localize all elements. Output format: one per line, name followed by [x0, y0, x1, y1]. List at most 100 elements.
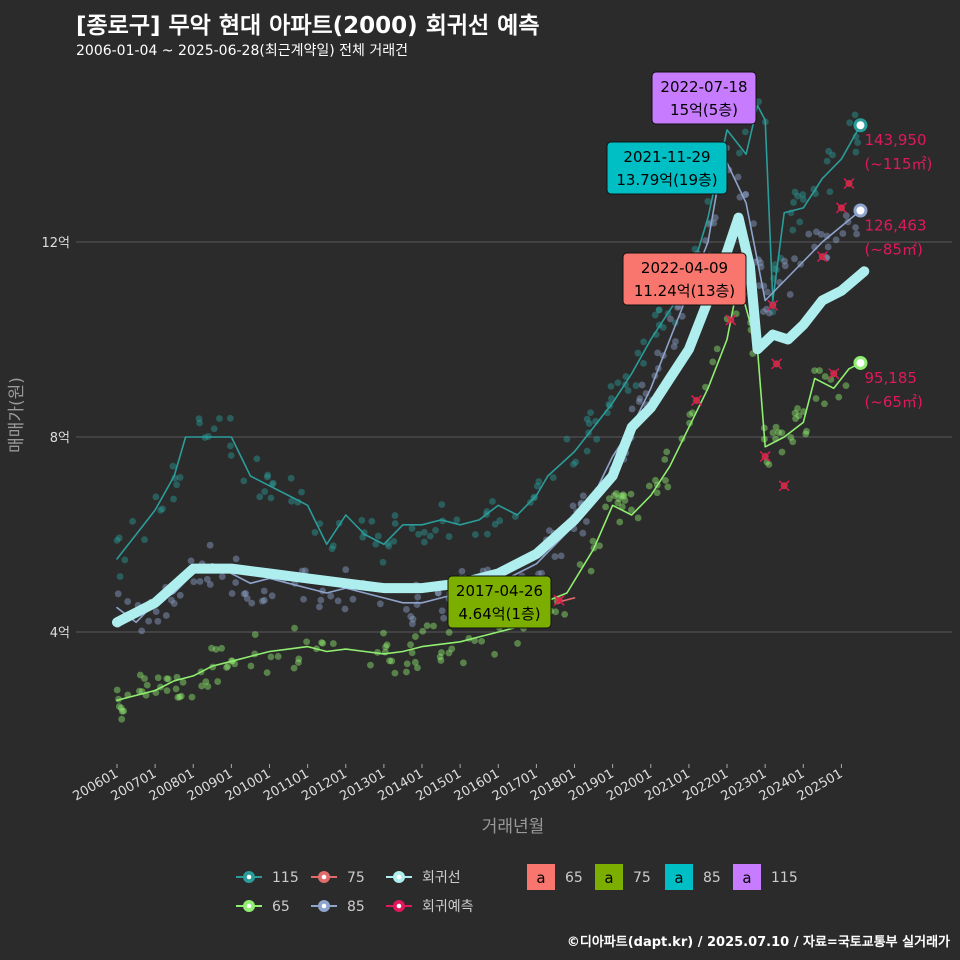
forecast-cross — [843, 177, 855, 190]
transaction-dot — [635, 398, 643, 405]
transaction-dot — [853, 230, 861, 238]
transaction-dot — [327, 592, 335, 600]
transaction-dot — [212, 645, 220, 653]
transaction-dot — [852, 224, 859, 231]
source-footer: ©디아파트(dapt.kr) / 2025.07.10 / 자료=국토교통부 실… — [566, 935, 950, 950]
transaction-dot — [535, 478, 543, 485]
transaction-dot — [190, 578, 198, 586]
transaction-dot — [627, 490, 635, 498]
transaction-dot — [811, 367, 818, 375]
legend-line-85-label: 85 — [347, 899, 365, 915]
transaction-dot — [145, 617, 153, 625]
transaction-dot — [411, 658, 419, 666]
legend-line-65-dot-center — [246, 903, 252, 909]
legend-line-75-dot-center — [321, 874, 327, 880]
transaction-dot — [619, 491, 627, 499]
transaction-dot — [608, 395, 615, 402]
transaction-dot — [391, 669, 399, 677]
transaction-dot — [267, 653, 275, 661]
transaction-dot — [115, 534, 123, 542]
transaction-dot — [261, 488, 269, 495]
transaction-dot — [645, 482, 653, 490]
annotation-price: 4.64억(1층) — [458, 605, 540, 623]
legend-forecast-label: 회귀예측 — [422, 899, 474, 915]
transaction-dot — [445, 649, 453, 657]
transaction-dot — [621, 497, 629, 504]
transaction-dot — [419, 627, 427, 635]
transaction-dot — [794, 405, 801, 412]
transaction-dot — [420, 528, 428, 536]
transaction-dot — [787, 434, 795, 441]
transaction-dot — [612, 490, 620, 497]
transaction-dot — [113, 686, 121, 694]
transaction-dot — [329, 640, 337, 647]
transaction-dot — [438, 607, 446, 615]
annotation-layer: 2022-07-18 15억(5층) 2021-11-29 13.79억(19층) 20… — [447, 71, 757, 629]
transaction-dot — [561, 610, 569, 618]
transaction-dot — [206, 541, 214, 549]
transaction-dot — [585, 420, 593, 427]
y-tick-label: 12억 — [41, 236, 70, 251]
transaction-dot — [775, 429, 783, 436]
transaction-dot — [379, 558, 387, 566]
transaction-dot — [206, 581, 214, 588]
transaction-dot — [781, 262, 789, 270]
transaction-dot — [632, 382, 640, 389]
transaction-dot — [408, 525, 416, 532]
transaction-dot — [472, 531, 479, 538]
transaction-dot — [812, 395, 820, 402]
transaction-dot — [628, 405, 636, 413]
transaction-dot — [269, 479, 277, 487]
transaction-dot — [141, 675, 148, 682]
transaction-dot — [154, 617, 162, 625]
legend-line-65-label: 65 — [272, 899, 290, 915]
transaction-dot — [459, 659, 467, 667]
transaction-dot — [736, 149, 743, 157]
forecast-cross — [835, 202, 847, 214]
transaction-dot — [154, 674, 162, 682]
transaction-dot — [551, 553, 559, 560]
transaction-dot — [713, 345, 721, 353]
transaction-dot — [791, 409, 799, 417]
transaction-dot — [569, 502, 577, 510]
transaction-dot — [852, 148, 860, 156]
transaction-dot — [826, 188, 834, 196]
transaction-dot — [552, 608, 560, 616]
transaction-dot — [176, 591, 184, 599]
transaction-dot — [627, 506, 635, 514]
transaction-dot — [349, 595, 357, 603]
transaction-dot — [851, 111, 859, 119]
transaction-dot — [846, 119, 854, 127]
endpoint-85 — [853, 203, 868, 218]
transaction-dot — [256, 493, 264, 501]
transaction-dot — [116, 573, 124, 580]
transaction-dot — [203, 575, 211, 583]
transaction-dot — [172, 685, 180, 693]
legend-box-letter: a — [674, 869, 683, 887]
transaction-dot — [420, 538, 428, 546]
series-line-115 — [116, 104, 862, 560]
legend-line-115-label: 115 — [272, 870, 299, 886]
legend-box-label: 85 — [703, 870, 721, 886]
transaction-dot — [311, 529, 319, 536]
transaction-dot — [385, 542, 393, 550]
annotation-price: 15억(5층) — [670, 101, 738, 119]
transaction-dot — [290, 664, 298, 672]
transaction-dot — [835, 393, 843, 401]
axis-layer: 4억8억12억200601200701200801200901201001201… — [7, 236, 845, 837]
transaction-dot — [231, 660, 239, 668]
transaction-dot — [805, 230, 813, 238]
legend-trend-dot-center — [396, 874, 402, 880]
transaction-dot — [666, 315, 674, 323]
transaction-dot — [248, 599, 256, 607]
forecast-cross — [690, 394, 703, 406]
transaction-dot — [741, 128, 749, 136]
transaction-dot — [412, 633, 419, 640]
transaction-dot — [810, 185, 818, 193]
transaction-dot — [620, 492, 628, 500]
transaction-dot — [136, 687, 143, 695]
transaction-dot — [386, 657, 393, 665]
legend-box-letter: a — [604, 869, 613, 887]
annotation-date: 2017-04-26 — [456, 582, 543, 600]
transaction-dot — [121, 556, 129, 564]
